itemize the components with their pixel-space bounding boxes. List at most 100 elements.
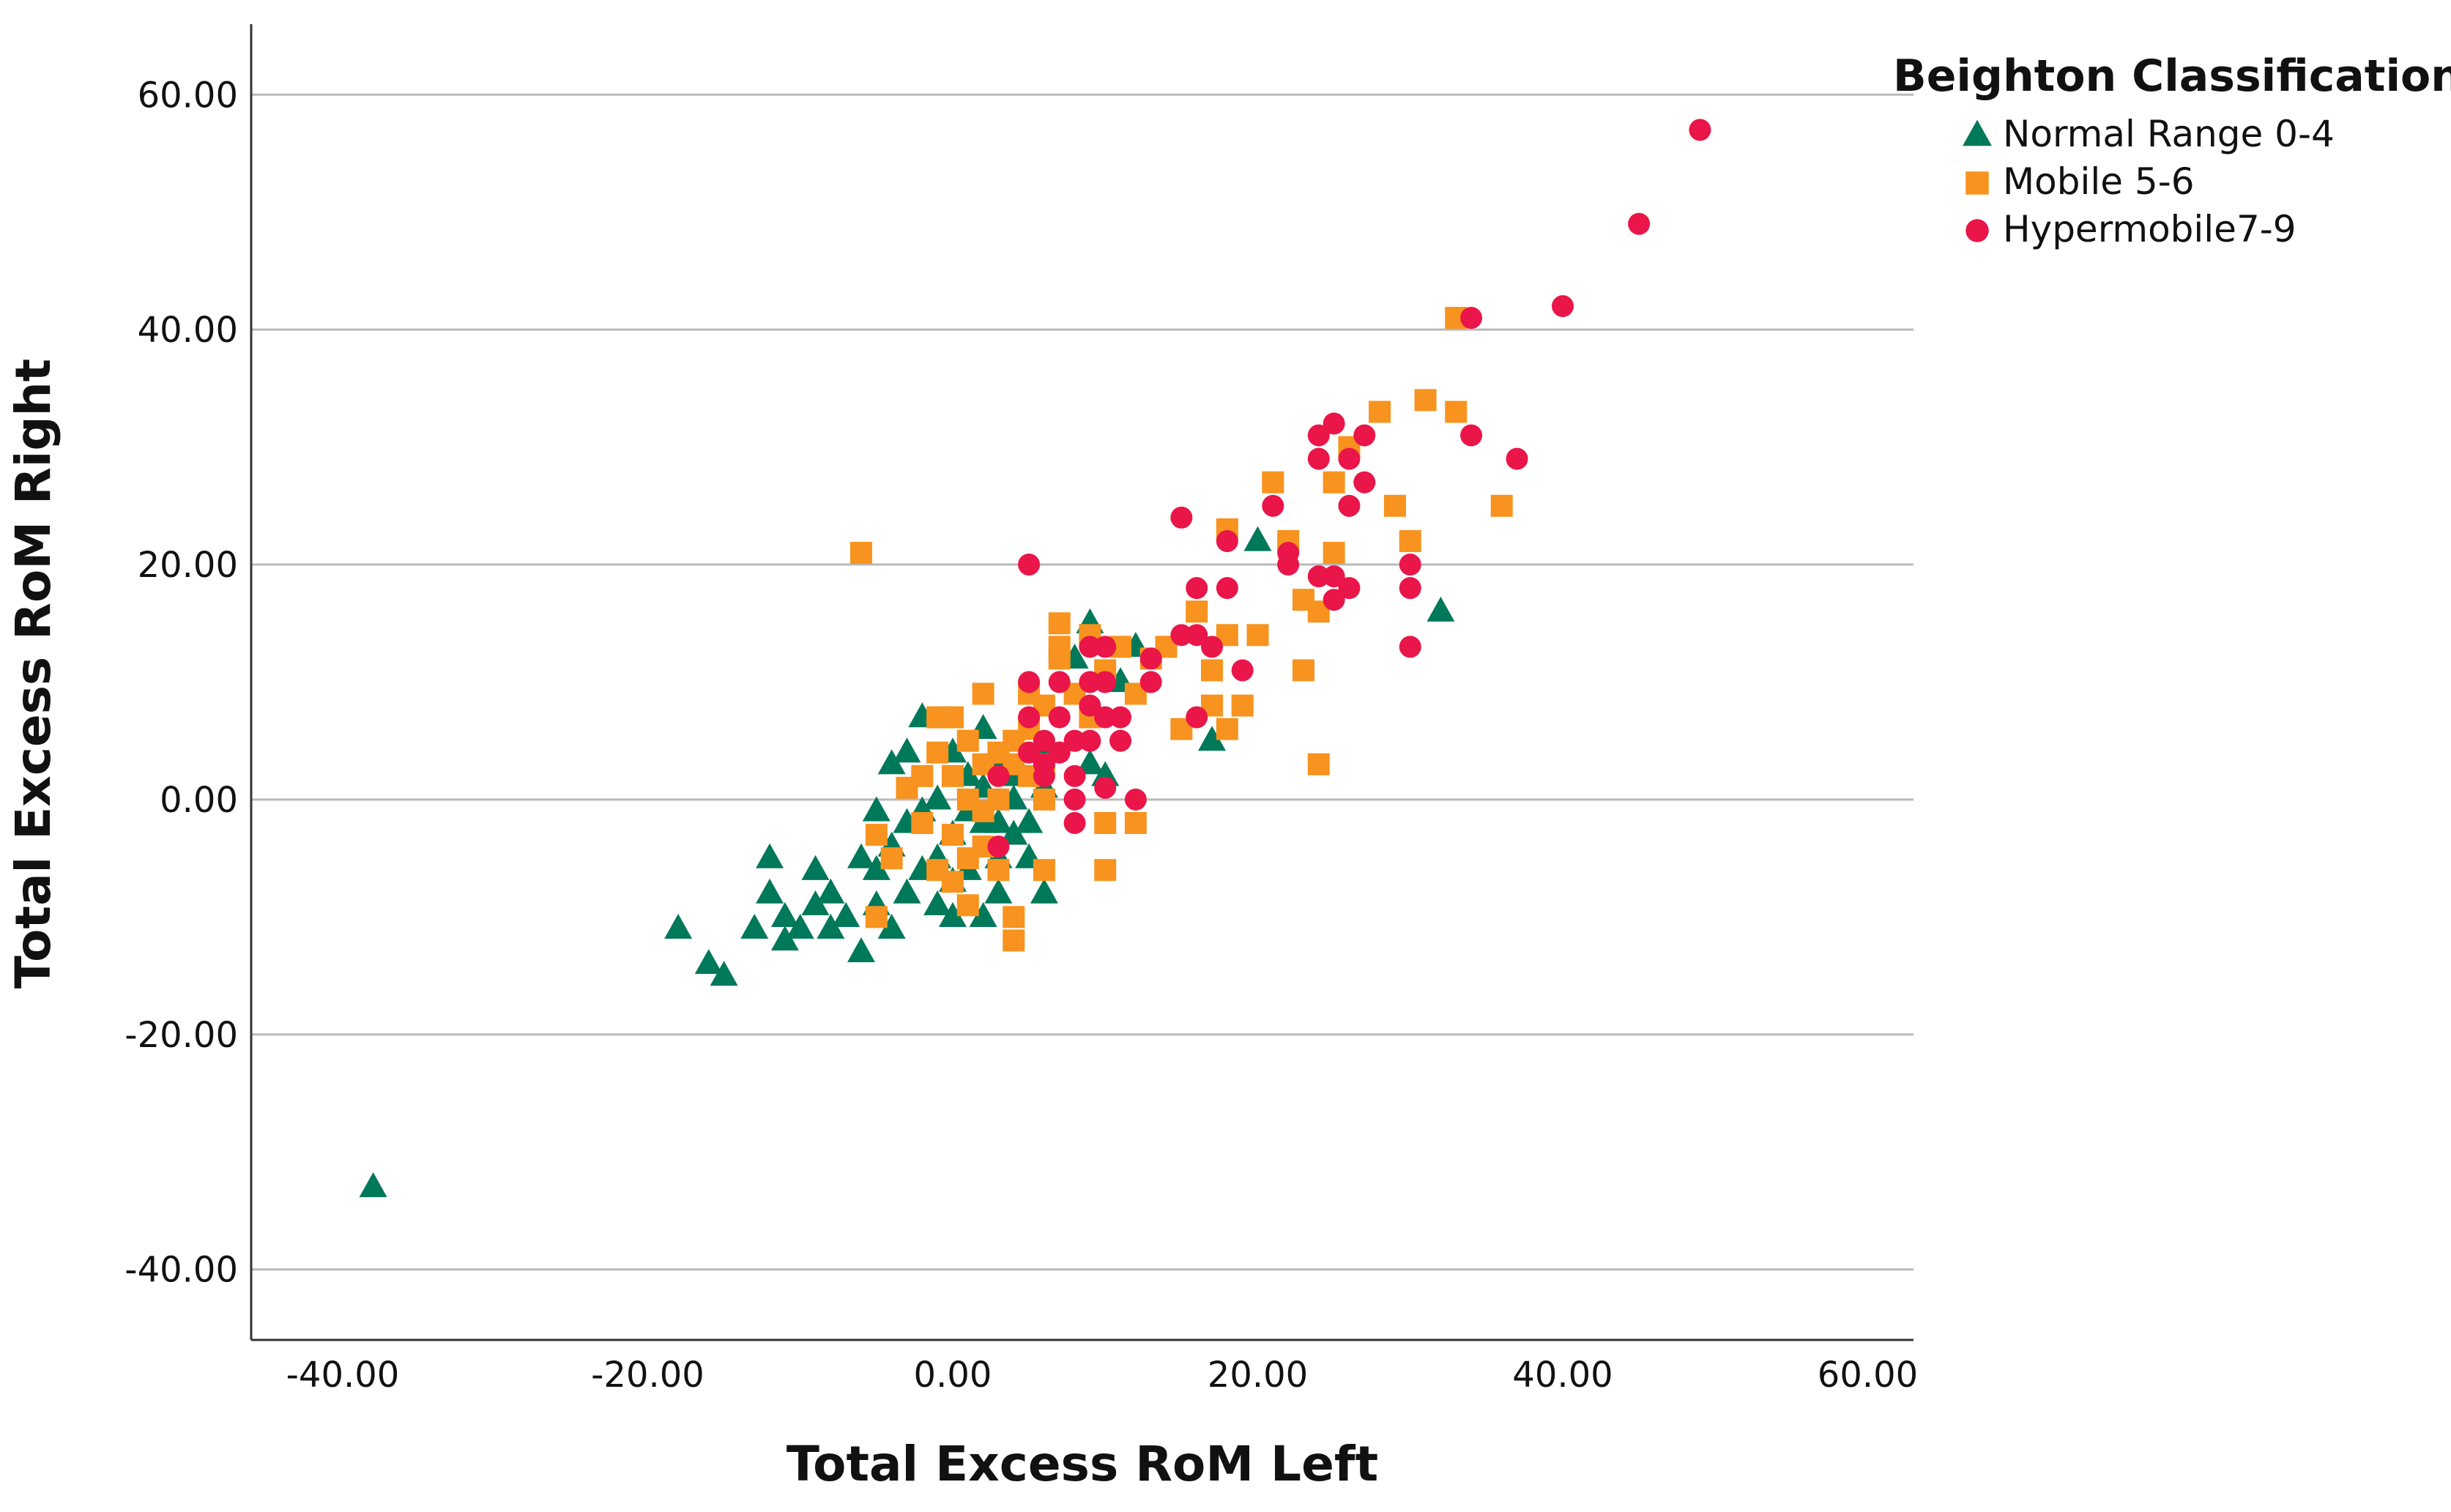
data-point-circle <box>1216 529 1238 552</box>
data-point-triangle <box>786 914 814 939</box>
data-point-square <box>987 859 1010 882</box>
data-point-triangle <box>740 914 769 939</box>
data-point-circle <box>1139 647 1162 670</box>
data-point-triangle <box>1000 819 1028 845</box>
data-point-triangle <box>801 890 830 915</box>
data-point-triangle <box>862 854 890 880</box>
legend-title: Beighton Classification <box>1893 51 2451 102</box>
data-point-circle <box>1399 554 1421 576</box>
data-point-circle <box>1262 494 1284 517</box>
data-point-square <box>1124 812 1147 835</box>
data-point-circle <box>1094 776 1117 799</box>
data-point-square <box>956 729 979 752</box>
data-point-square <box>1003 929 1025 952</box>
y-axis-title: Total Excess RoM Right <box>5 359 62 988</box>
x-tick-label: -40.00 <box>286 1355 400 1396</box>
data-point-triangle <box>817 914 845 939</box>
data-point-circle <box>1018 671 1041 693</box>
legend-item: Normal Range 0-4 <box>1963 113 2335 155</box>
data-point-circle <box>1139 671 1162 693</box>
data-point-triangle <box>893 878 921 904</box>
data-point-square <box>1262 471 1284 494</box>
data-point-square <box>850 542 873 565</box>
data-point-square <box>865 906 888 928</box>
data-point-square <box>1323 542 1345 565</box>
data-point-triangle <box>1030 878 1058 904</box>
y-tick-label: 20.00 <box>138 545 238 586</box>
y-tick-label: 60.00 <box>138 75 238 116</box>
data-point-square <box>1094 859 1117 882</box>
data-point-circle <box>1033 729 1055 752</box>
legend-label: Hypermobile7-9 <box>2003 208 2296 250</box>
data-point-triangle <box>862 796 890 822</box>
data-point-triangle <box>801 854 830 880</box>
data-point-square <box>941 871 964 893</box>
data-point-triangle <box>756 843 784 868</box>
data-point-square <box>1231 694 1254 717</box>
data-point-circle <box>1353 471 1376 494</box>
legend-item: Hypermobile7-9 <box>1965 208 2296 250</box>
data-point-circle <box>1063 812 1086 835</box>
data-point-circle <box>1201 636 1224 658</box>
data-point-circle <box>1323 412 1345 435</box>
data-point-circle <box>1186 706 1208 729</box>
data-point-square <box>1033 788 1055 811</box>
series-circle <box>987 119 1711 858</box>
legend-marker-square <box>1965 171 1989 195</box>
data-point-square <box>941 764 964 787</box>
data-point-square <box>865 824 888 846</box>
data-point-circle <box>1094 636 1117 658</box>
data-point-circle <box>1094 706 1117 729</box>
data-point-square <box>1383 494 1406 517</box>
data-point-triangle <box>893 737 921 763</box>
data-point-triangle <box>710 961 738 986</box>
data-point-circle <box>1018 706 1041 729</box>
data-point-square <box>1399 529 1421 552</box>
data-point-circle <box>1048 741 1071 764</box>
data-point-square <box>972 682 994 705</box>
data-point-square <box>1186 600 1208 623</box>
data-point-square <box>956 894 979 917</box>
x-axis-title: Total Excess RoM Left <box>786 1436 1378 1492</box>
data-point-circle <box>1338 577 1361 600</box>
series-square <box>850 307 1513 952</box>
data-point-circle <box>1506 447 1528 470</box>
data-point-circle <box>1399 577 1421 600</box>
legend-label: Mobile 5-6 <box>2003 160 2195 203</box>
y-tick-label: 0.00 <box>160 780 238 821</box>
x-tick-label: 40.00 <box>1512 1355 1613 1396</box>
data-point-triangle <box>847 937 876 963</box>
data-point-triangle <box>1076 749 1104 775</box>
data-point-triangle <box>984 808 1013 833</box>
data-point-circle <box>1079 671 1101 693</box>
data-point-circle <box>1216 577 1238 600</box>
data-point-circle <box>1018 554 1041 576</box>
data-point-triangle <box>770 901 799 927</box>
data-point-circle <box>1552 295 1574 318</box>
x-tick-label: -20.00 <box>591 1355 704 1396</box>
data-point-triangle <box>984 878 1013 904</box>
data-point-square <box>941 824 964 846</box>
data-point-circle <box>1460 307 1483 329</box>
data-point-triangle <box>832 901 860 927</box>
data-point-circle <box>1186 577 1208 600</box>
data-points <box>359 119 1711 1198</box>
data-point-circle <box>1628 212 1651 235</box>
data-point-square <box>1369 401 1391 423</box>
data-point-triangle <box>770 926 799 951</box>
data-point-circle <box>1307 565 1330 588</box>
y-tick-label: -20.00 <box>124 1015 238 1056</box>
data-point-circle <box>1018 741 1041 764</box>
legend: Beighton Classification Normal Range 0-4… <box>1893 51 2451 250</box>
data-point-square <box>1048 636 1071 658</box>
axes <box>250 24 1913 1341</box>
data-point-triangle <box>1427 596 1455 622</box>
data-point-circle <box>1170 624 1193 647</box>
data-point-circle <box>987 835 1010 858</box>
data-point-triangle <box>969 901 997 927</box>
data-point-circle <box>1048 671 1071 693</box>
data-point-circle <box>1094 671 1117 693</box>
x-tick-label: 0.00 <box>914 1355 992 1396</box>
data-point-square <box>1048 612 1071 635</box>
